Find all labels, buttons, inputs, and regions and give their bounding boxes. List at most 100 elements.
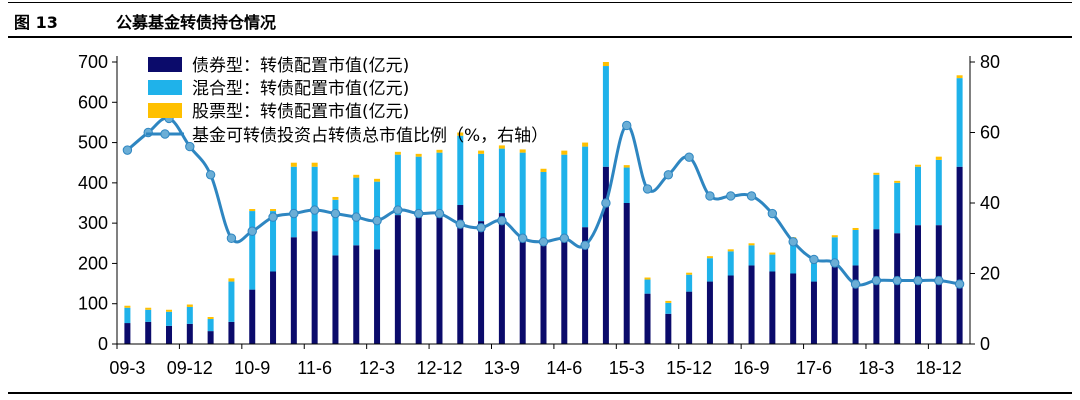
ratio-point-14-12: [601, 198, 611, 208]
bar-bond-11-6: [311, 231, 318, 344]
bar-bond-09-12: [186, 323, 193, 344]
bar-mixed-14-12: [602, 66, 609, 167]
bar-stock-13-12: [519, 149, 526, 153]
bar-bond-15-3: [623, 203, 630, 344]
ratio-point-09-12: [185, 141, 195, 152]
bar-bond-18-6: [894, 233, 901, 344]
bar-mixed-17-12: [852, 229, 859, 266]
legend: 债券型：转债配置市值(亿元) 混合型：转债配置市值(亿元) 股票型：转债配置市值…: [146, 56, 548, 146]
bar-stock-09-3: [124, 305, 131, 308]
x-tick-label-14-6: 14-6: [546, 358, 582, 378]
figure-header: 图 13 公募基金转债持仓情况: [0, 0, 1080, 40]
bar-mixed-12-6: [394, 154, 401, 216]
ratio-point-10-9: [247, 226, 257, 236]
bar-mixed-17-6: [810, 263, 817, 282]
bar-mixed-09-12: [186, 306, 193, 324]
bar-mixed-16-3: [706, 258, 713, 282]
bar-mixed-09-6: [145, 309, 152, 322]
ratio-point-16-3: [705, 191, 715, 201]
bar-mixed-11-12: [353, 177, 360, 246]
bar-bond-09-6: [145, 321, 152, 344]
bar-bond-11-3: [290, 237, 297, 344]
bar-stock-11-9: [332, 196, 339, 200]
bar-mixed-17-9: [831, 237, 838, 260]
x-tick-label-12-12: 12-12: [416, 358, 462, 378]
bar-bond-12-12: [436, 215, 443, 344]
line-layer: [122, 113, 965, 289]
bar-layer: [124, 62, 963, 344]
bar-mixed-11-9: [332, 199, 339, 256]
ratio-point-17-3: [788, 237, 798, 247]
bar-mixed-11-6: [311, 166, 318, 232]
legend-label-mixed: 混合型：转债配置市值(亿元): [192, 79, 409, 99]
ratio-point-10-3: [205, 170, 216, 180]
bar-bond-12-3: [374, 249, 381, 344]
ratio-point-14-9: [580, 240, 590, 251]
ratio-point-15-3: [622, 120, 632, 131]
footer-rule: [8, 392, 1072, 394]
x-tick-label-11-6: 11-6: [297, 358, 332, 378]
bar-stock-13-3: [457, 132, 464, 136]
right-tick-label-0: 0: [980, 334, 990, 354]
header-bottom-rule: [8, 36, 1072, 38]
bar-bond-17-12: [852, 265, 859, 344]
bar-mixed-15-3: [623, 167, 630, 203]
ratio-point-16-6: [726, 191, 736, 201]
ratio-point-13-3: [455, 219, 465, 229]
bar-stock-16-6: [727, 249, 734, 252]
ratio-point-18-12: [934, 275, 944, 286]
axes-layer: 0 100 200 300 400 500 600 700 0 20 40 60 80 09-3 09-12…: [78, 52, 1000, 378]
bar-bond-10-12: [270, 271, 277, 344]
legend-label-ratio: 基金可转债投资占转债总市值比例（%，右轴）: [192, 126, 548, 146]
bar-mixed-09-3: [124, 307, 131, 324]
bar-bond-15-9: [665, 313, 672, 344]
bar-stock-13-9: [498, 145, 505, 149]
bar-stock-11-3: [290, 162, 297, 167]
bar-mixed-14-3: [540, 171, 547, 246]
ratio-point-09-3: [122, 145, 133, 155]
ratio-point-18-6: [892, 275, 902, 286]
bar-stock-15-12: [686, 272, 693, 275]
bar-mixed-18-3: [873, 174, 880, 230]
ratio-point-11-9: [330, 208, 341, 219]
legend-swatch-stock: [148, 103, 182, 118]
ratio-point-16-12: [767, 208, 778, 219]
bar-mixed-13-9: [498, 148, 505, 214]
bar-stock-15-6: [644, 277, 651, 280]
ratio-point-19-3: [954, 279, 965, 289]
bar-bond-14-12: [602, 166, 609, 344]
bar-mixed-10-6: [228, 281, 235, 322]
bar-mixed-15-6: [644, 279, 651, 294]
bar-mixed-12-12: [436, 152, 443, 216]
legend-swatch-ratio-marker: [160, 129, 170, 139]
bar-bond-14-3: [540, 245, 547, 344]
bar-mixed-12-9: [415, 156, 422, 218]
bar-bond-19-3: [956, 166, 963, 344]
right-tick-label-80: 80: [980, 52, 1000, 72]
ratio-point-10-6: [226, 233, 237, 243]
ratio-point-15-12: [684, 152, 694, 162]
ratio-point-17-12: [850, 279, 861, 289]
bar-bond-15-12: [686, 291, 693, 344]
bar-stock-17-9: [831, 235, 838, 238]
bar-mixed-11-3: [290, 166, 297, 238]
x-tick-label-12-3: 12-3: [359, 358, 395, 378]
bar-bond-09-3: [124, 323, 131, 344]
ratio-point-18-9: [913, 275, 923, 286]
bar-mixed-10-3: [207, 319, 214, 332]
bar-mixed-09-9: [166, 311, 173, 326]
bar-stock-16-9: [748, 243, 755, 246]
bar-bond-12-9: [415, 217, 422, 344]
bar-stock-13-6: [478, 150, 485, 154]
bar-bond-09-9: [166, 325, 173, 344]
bar-stock-15-9: [665, 300, 672, 303]
bar-mixed-16-9: [748, 245, 755, 266]
bar-bond-16-12: [769, 271, 776, 344]
bar-mixed-18-6: [894, 182, 901, 234]
bar-mixed-17-3: [790, 239, 797, 274]
x-tick-label-13-9: 13-9: [484, 358, 520, 378]
bar-bond-14-9: [582, 227, 589, 344]
x-tick-label-10-9: 10-9: [234, 358, 270, 378]
legend-label-bond: 债券型：转债配置市值(亿元): [192, 56, 409, 76]
bar-stock-09-9: [166, 309, 173, 312]
